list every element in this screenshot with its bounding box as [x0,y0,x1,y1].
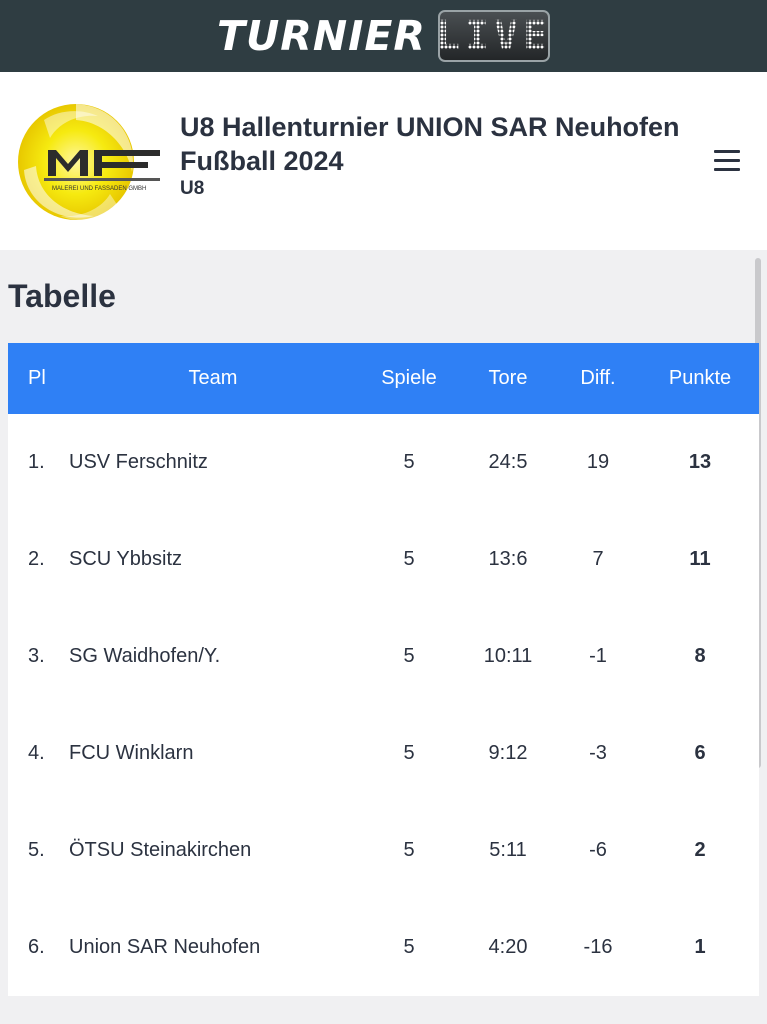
brand-wordmark: TURNIER [217,12,426,60]
col-header-tore: Tore [488,367,528,389]
tournament-category: U8 [180,178,205,199]
col-header-diff: Diff. [580,367,616,389]
standings-table: 1. USV Ferschnitz 5 24:5 19 13 2. SCU Yb… [8,414,759,996]
goal-difference: 7 [592,548,604,570]
goal-difference: -3 [589,742,607,764]
rank: 4. [28,742,45,764]
rank: 3. [28,645,45,667]
tournament-header: MALEREI UND FASSADEN GMBH U8 Hallenturni… [0,72,767,250]
team-name: SG Waidhofen/Y. [69,645,221,667]
games-played: 5 [403,936,415,958]
team-name: USV Ferschnitz [69,451,208,473]
goals: 4:20 [488,936,528,958]
rank: 6. [28,936,45,958]
live-badge: LIVE [435,10,553,62]
goals: 13:6 [488,548,528,570]
games-played: 5 [403,451,415,473]
table-row[interactable]: 2. SCU Ybbsitz 5 13:6 7 11 [8,511,759,608]
team-name: Union SAR Neuhofen [69,936,261,958]
points: 8 [694,645,706,667]
points: 6 [694,742,706,764]
team-name: ÖTSU Steinakirchen [69,839,252,861]
table-header: Pl Team Spiele Tore Diff. Punkte [8,343,759,414]
table-row[interactable]: 5. ÖTSU Steinakirchen 5 5:11 -6 2 [8,802,759,899]
tournament-title: U8 Hallenturnier UNION SAR Neuhofen Fußb… [180,112,680,176]
col-header-team: Team [188,367,238,389]
sponsor-logo-icon: MALEREI UND FASSADEN GMBH [18,104,160,221]
goals: 24:5 [488,451,528,473]
turnier-live-header: TURNIER LIVE [0,0,767,72]
col-header-spiele: Spiele [381,367,437,389]
points: 13 [688,451,712,473]
rank: 1. [28,451,45,473]
goals: 5:11 [489,839,527,861]
goals: 9:12 [488,742,528,764]
section-title: Tabelle [8,278,116,314]
games-played: 5 [403,548,415,570]
table-row[interactable]: 4. FCU Winklarn 5 9:12 -3 6 [8,705,759,802]
goal-difference: -1 [589,645,607,667]
col-header-punkte: Punkte [668,367,732,389]
games-played: 5 [403,742,415,764]
col-header-pl: Pl [28,367,46,389]
goal-difference: 19 [586,451,610,473]
logo-text: MALEREI UND FASSADEN GMBH [52,186,146,192]
hamburger-menu-icon[interactable] [714,150,740,172]
rank: 2. [28,548,45,570]
rank: 5. [28,839,45,861]
goal-difference: -16 [583,936,613,958]
goal-difference: -6 [589,839,607,861]
team-name: SCU Ybbsitz [69,548,183,570]
games-played: 5 [403,645,415,667]
points: 2 [694,839,706,861]
team-name: FCU Winklarn [69,742,194,764]
points: 1 [694,936,706,958]
table-row[interactable]: 3. SG Waidhofen/Y. 5 10:11 -1 8 [8,608,759,705]
games-played: 5 [403,839,415,861]
goals: 10:11 [483,645,533,667]
points: 11 [689,548,711,570]
live-badge-text: LIVE [435,13,553,59]
table-row[interactable]: 1. USV Ferschnitz 5 24:5 19 13 [8,414,759,511]
table-row[interactable]: 6. Union SAR Neuhofen 5 4:20 -16 1 [8,899,759,996]
